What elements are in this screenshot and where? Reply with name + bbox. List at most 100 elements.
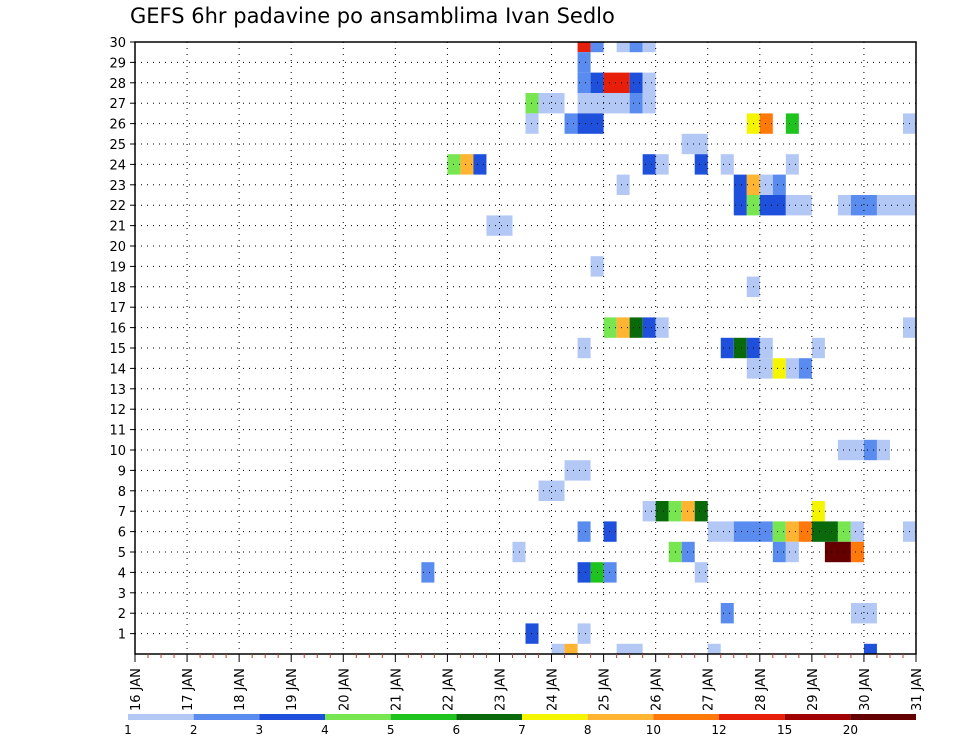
y-tick-label: 6 [118, 526, 126, 541]
y-tick-label: 24 [109, 158, 126, 173]
x-tick-label: 26 JAN [650, 668, 665, 711]
precip-cell [720, 154, 734, 175]
precip-cell [759, 113, 773, 134]
precip-cell [759, 174, 773, 195]
precip-cell [850, 603, 877, 624]
precip-cell [629, 93, 643, 114]
precip-cell [720, 603, 734, 624]
x-tick-label: 20 JAN [337, 668, 352, 711]
precip-cell [863, 439, 877, 461]
precip-cell [629, 317, 643, 338]
colorbar-label: 1 [124, 723, 132, 737]
colorbar-label: 8 [584, 723, 592, 737]
precip-cell [590, 42, 604, 53]
y-tick-label: 3 [118, 587, 126, 602]
colorbar-label: 15 [777, 723, 792, 737]
precip-cell [733, 174, 747, 195]
precip-cell [850, 195, 877, 216]
x-tick-label: 19 JAN [285, 668, 300, 711]
y-tick-label: 5 [118, 546, 126, 561]
colorbar-segment [587, 714, 654, 720]
colorbar-segment [653, 714, 719, 720]
precip-cell [525, 623, 539, 644]
precip-cell [837, 439, 864, 461]
x-tick-label: 17 JAN [181, 668, 196, 711]
precip-cell [538, 480, 565, 501]
precip-cell [759, 195, 786, 216]
precip-cell [642, 317, 656, 338]
precip-cell [811, 521, 838, 542]
precip-cell [785, 195, 812, 216]
precip-cell [603, 562, 617, 583]
precip-cell [642, 501, 656, 522]
x-tick-label: 22 JAN [441, 668, 456, 711]
y-tick-label: 2 [118, 607, 126, 622]
precip-cell [694, 562, 708, 583]
precip-cell [551, 643, 565, 654]
precip-cell [525, 113, 539, 134]
y-tick-label: 10 [109, 444, 126, 459]
precip-cell [629, 42, 643, 53]
precip-cell [486, 215, 513, 236]
precip-cell [772, 541, 786, 563]
precip-cell [655, 317, 669, 338]
colorbar-segment [193, 714, 260, 720]
y-tick-label: 25 [109, 138, 126, 153]
colorbar-segment [456, 714, 522, 720]
colorbar-segment [719, 714, 785, 720]
precip-cell [681, 541, 695, 563]
x-tick-label: 23 JAN [493, 668, 508, 711]
precip-cell [876, 195, 916, 216]
precip-cell [785, 541, 799, 563]
y-tick-label: 12 [109, 403, 126, 418]
colorbar-segment [259, 714, 325, 720]
x-tick-label: 30 JAN [858, 668, 873, 711]
precip-cell [707, 643, 721, 654]
colorbar-label: 2 [190, 723, 198, 737]
precip-cell [876, 439, 890, 461]
x-tick-label: 16 JAN [129, 668, 144, 711]
y-tick-label: 15 [109, 342, 126, 357]
colorbar-segment [128, 714, 194, 720]
precip-cell [473, 154, 487, 175]
y-tick-label: 11 [109, 424, 126, 439]
precip-cell [837, 195, 851, 216]
precip-cell [785, 154, 799, 175]
y-tick-label: 23 [109, 179, 126, 194]
precip-cell [681, 133, 708, 155]
y-tick-label: 29 [109, 56, 126, 71]
precip-cell [642, 154, 656, 175]
precip-cell [798, 521, 812, 542]
colorbar-segment [784, 714, 851, 720]
precip-cell [577, 521, 591, 542]
y-tick-label: 22 [109, 199, 126, 214]
precip-cell [694, 501, 708, 522]
colorbar-label: 20 [843, 723, 858, 737]
y-tick-label: 18 [109, 281, 126, 296]
precip-cell [642, 42, 656, 53]
precip-cell [798, 358, 812, 379]
y-tick-label: 17 [109, 301, 126, 316]
precip-cell [577, 42, 591, 53]
colorbar-label: 12 [711, 723, 726, 737]
colorbar-label: 7 [518, 723, 526, 737]
precip-cell [642, 93, 656, 114]
colorbar-label: 3 [256, 723, 264, 737]
precip-cell [655, 154, 669, 175]
precip-cell [863, 643, 877, 654]
colorbar-label: 4 [321, 723, 329, 737]
y-tick-label: 20 [109, 240, 126, 255]
precip-cell [785, 521, 799, 542]
precip-cell [720, 337, 734, 359]
precip-cell [772, 521, 786, 542]
precip-cell [850, 541, 864, 563]
colorbar-segment [522, 714, 588, 720]
y-tick-label: 28 [109, 77, 126, 92]
colorbar-label: 5 [387, 723, 395, 737]
y-tick-label: 19 [109, 260, 126, 275]
y-tick-label: 16 [109, 322, 126, 337]
precip-cell [681, 501, 695, 522]
precip-cell [421, 562, 435, 583]
precip-cell [759, 337, 773, 359]
